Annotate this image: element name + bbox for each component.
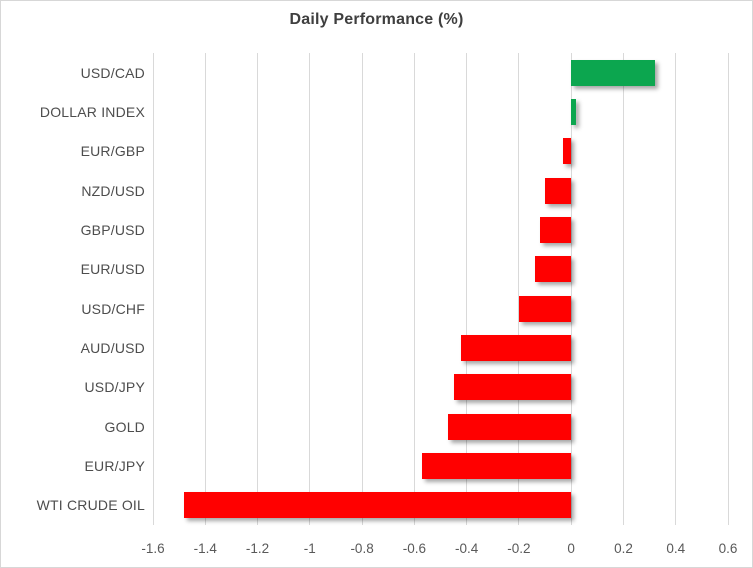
bar <box>571 99 577 125</box>
category-label: WTI CRUDE OIL <box>36 497 145 514</box>
category-label: GOLD <box>104 418 145 435</box>
category-label: DOLLAR INDEX <box>39 104 145 120</box>
bar <box>184 492 572 519</box>
x-tick-label: 0.2 <box>614 541 633 556</box>
gridline <box>675 53 677 525</box>
category-label: NZD/USD <box>81 182 145 199</box>
x-tick-label: -1 <box>303 541 316 556</box>
chart-title: Daily Performance (%) <box>289 11 464 28</box>
gridline <box>622 53 624 525</box>
x-tick-label: 0.6 <box>718 541 738 556</box>
category-label: EUR/GBP <box>80 143 145 160</box>
gridline <box>152 53 154 525</box>
bar <box>539 217 572 243</box>
category-label: EUR/USD <box>80 261 145 278</box>
bar <box>563 138 572 165</box>
category-label: USD/CHF <box>81 300 145 317</box>
category-label: GBP/USD <box>80 222 145 238</box>
x-tick-label: -0.8 <box>350 541 374 556</box>
category-label: USD/JPY <box>84 379 145 396</box>
gridline <box>466 53 468 525</box>
x-tick-label: -1.4 <box>193 541 217 556</box>
category-label: AUD/USD <box>80 340 145 356</box>
category-label: EUR/JPY <box>84 458 145 474</box>
bar <box>571 59 655 86</box>
x-tick-label: 0 <box>567 541 575 556</box>
bar <box>545 177 572 204</box>
gridline <box>727 53 729 525</box>
gridline <box>518 53 520 525</box>
bar <box>461 335 572 361</box>
bar <box>422 453 572 479</box>
category-label: USD/CAD <box>80 64 145 81</box>
bar <box>518 295 572 322</box>
gridline <box>204 53 206 525</box>
gridline <box>413 53 415 525</box>
gridline <box>361 53 363 525</box>
gridline <box>257 53 259 525</box>
x-tick-label: -1.6 <box>141 541 165 556</box>
x-tick-label: -0.4 <box>454 541 479 556</box>
bar <box>448 413 572 440</box>
x-tick-label: -0.6 <box>402 541 426 556</box>
bar <box>534 256 572 283</box>
x-tick-label: 0.4 <box>666 541 686 556</box>
x-tick-label: -0.2 <box>507 541 531 556</box>
gridline <box>570 53 572 525</box>
bar <box>453 374 572 401</box>
x-tick-label: -1.2 <box>245 541 270 556</box>
gridline <box>309 53 311 525</box>
